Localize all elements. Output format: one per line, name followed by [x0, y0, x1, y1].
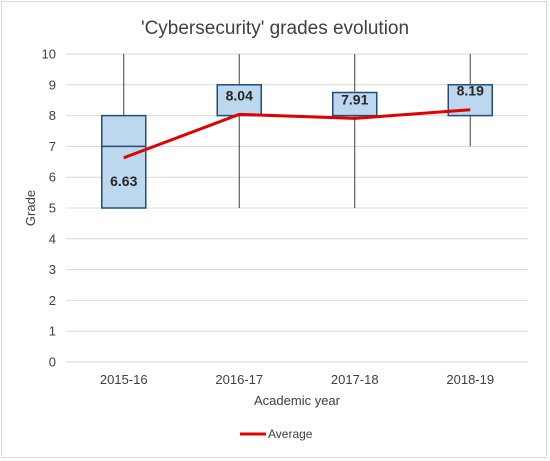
box: [216, 84, 262, 117]
data-labels: 6.63 8.04 7.91 8.19: [110, 83, 484, 189]
y-tick-label: 10: [42, 47, 56, 62]
y-tick-label: 3: [49, 262, 56, 277]
y-tick-label: 8: [49, 108, 56, 123]
y-axis-label: Grade: [23, 190, 38, 226]
average-data-label: 8.19: [457, 83, 484, 99]
y-tick-label: 2: [49, 293, 56, 308]
legend-average-label: Average: [268, 427, 313, 441]
legend: Average: [240, 427, 313, 441]
average-data-label: 6.63: [110, 173, 137, 189]
box: [332, 91, 378, 117]
average-series: [123, 108, 471, 160]
y-tick-label: 4: [49, 231, 56, 246]
y-tick-label: 0: [49, 355, 56, 370]
average-line: [123, 108, 471, 160]
y-tick-labels: 0 1 2 3 4 5 6 7 8 9 10: [42, 47, 56, 370]
x-tick-labels: 2015-16 2016-17 2017-18 2018-19: [100, 372, 494, 387]
chart-title: 'Cybersecurity' grades evolution: [141, 18, 409, 39]
x-tick-label: 2018-19: [446, 372, 494, 387]
y-tick-label: 7: [49, 139, 56, 154]
x-tick-label: 2016-17: [215, 372, 263, 387]
y-tick-label: 6: [49, 170, 56, 185]
average-data-label: 8.04: [226, 87, 253, 103]
y-tick-label: 1: [49, 324, 56, 339]
x-axis-label: Academic year: [254, 393, 341, 408]
y-tick-label: 9: [49, 77, 56, 92]
box: [101, 114, 147, 209]
y-tick-label: 5: [49, 201, 56, 216]
average-data-label: 7.91: [341, 91, 368, 107]
x-tick-label: 2017-18: [331, 372, 379, 387]
x-tick-label: 2015-16: [100, 372, 148, 387]
box-series: [101, 54, 493, 209]
